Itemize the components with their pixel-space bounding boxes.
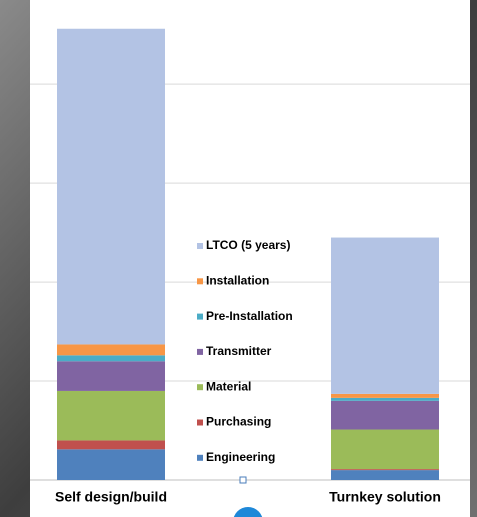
bar-segment xyxy=(57,440,165,449)
bar-segment xyxy=(331,470,439,480)
legend-swatch xyxy=(197,420,203,426)
bar-segment xyxy=(331,398,439,401)
legend-label: Engineering xyxy=(206,450,275,464)
axis-handle xyxy=(240,477,246,483)
bar-segment xyxy=(57,391,165,440)
legend-label: Installation xyxy=(206,273,269,287)
legend-label: Pre-Installation xyxy=(206,309,293,323)
legend-swatch xyxy=(197,384,203,390)
legend-swatch xyxy=(197,243,203,249)
bar-segment xyxy=(57,449,165,480)
page: {"chart_data": {"type": "stacked_bar", "… xyxy=(0,0,477,517)
legend-swatch xyxy=(197,455,203,461)
legend-label: Material xyxy=(206,379,251,393)
legend-label: Purchasing xyxy=(206,415,271,429)
bar-segment xyxy=(331,430,439,470)
bar-segment xyxy=(331,401,439,430)
x-tick-label: Turnkey solution xyxy=(329,489,441,505)
bar-segment xyxy=(331,394,439,398)
legend-label: Transmitter xyxy=(206,344,272,358)
legend-label: LTCO (5 years) xyxy=(206,238,290,252)
bar-segment xyxy=(57,29,165,345)
legend-swatch xyxy=(197,278,203,284)
x-tick-label: Self design/build xyxy=(55,489,167,505)
bar-segment xyxy=(57,355,165,361)
legend-swatch xyxy=(197,314,203,320)
bar-segment xyxy=(331,469,439,470)
bar-segment xyxy=(331,238,439,394)
legend-swatch xyxy=(197,349,203,355)
chart: Self design/build Turnkey solution Enginee… xyxy=(0,0,477,517)
bar-segment xyxy=(57,361,165,391)
bar-segment xyxy=(57,344,165,355)
